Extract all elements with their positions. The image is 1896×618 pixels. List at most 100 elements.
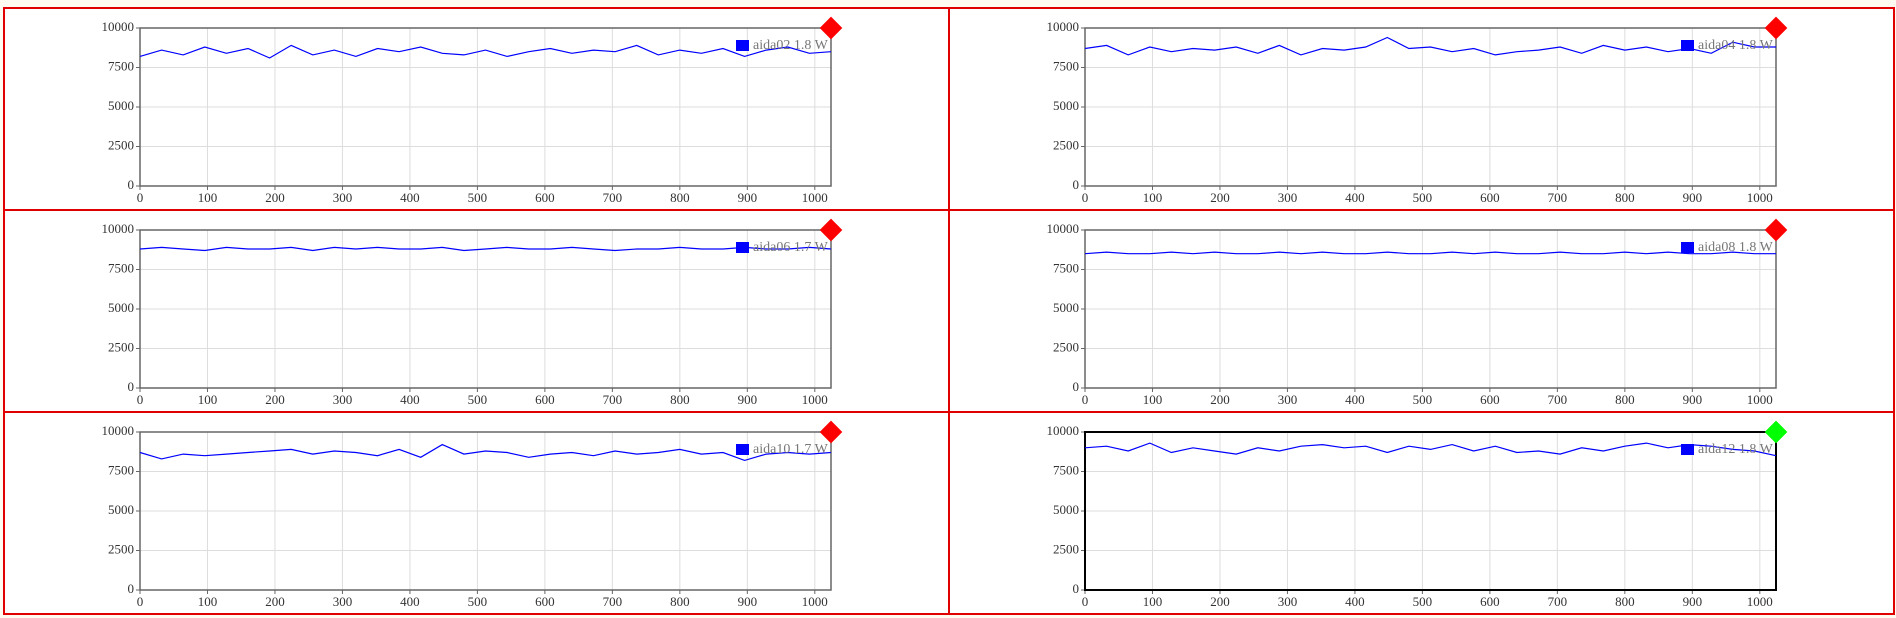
data-line <box>139 44 832 59</box>
legend-text: aida12 1.8 W <box>1698 442 1774 457</box>
y-tick-label: 10000 <box>102 19 135 34</box>
x-tick-label: 400 <box>400 190 420 205</box>
x-tick-label: 900 <box>1683 190 1703 205</box>
x-tick-label: 800 <box>1615 190 1635 205</box>
x-tick-label: 0 <box>137 392 144 407</box>
legend-swatch <box>736 40 749 51</box>
x-tick-label: 700 <box>1548 190 1568 205</box>
x-tick-label: 700 <box>603 392 623 407</box>
x-tick-label: 900 <box>738 594 758 609</box>
plot-frame <box>139 431 832 591</box>
x-tick-label: 100 <box>1143 594 1163 609</box>
plot-frame <box>1084 431 1777 591</box>
x-tick-label: 800 <box>670 392 690 407</box>
data-line <box>139 443 832 462</box>
legend-swatch <box>736 444 749 455</box>
x-tick-label: 700 <box>1548 392 1568 407</box>
y-tick-label: 0 <box>128 581 135 596</box>
x-tick-label: 500 <box>468 392 488 407</box>
legend-text: aida08 1.8 W <box>1698 240 1774 255</box>
y-tick-label: 2500 <box>1053 541 1079 556</box>
x-tick-label: 600 <box>535 392 555 407</box>
plot-frame <box>1084 27 1777 187</box>
panel-border <box>3 7 950 211</box>
y-tick-label: 10000 <box>102 423 135 438</box>
x-tick-label: 500 <box>1413 190 1433 205</box>
legend-swatch <box>1681 40 1694 51</box>
x-tick-label: 200 <box>1210 190 1230 205</box>
x-tick-label: 200 <box>265 392 285 407</box>
y-tick-label: 5000 <box>108 300 134 315</box>
legend-swatch <box>1681 242 1694 253</box>
y-tick-label: 0 <box>1073 581 1080 596</box>
y-tick-label: 10000 <box>1047 221 1080 236</box>
y-tick-label: 7500 <box>108 462 134 477</box>
y-tick-label: 7500 <box>1053 58 1079 73</box>
chart-panel: 0 2500 5000 7500 10000 0 100 200 300 400 500 600 700… <box>3 411 950 615</box>
x-tick-label: 300 <box>1278 594 1298 609</box>
data-line <box>1084 442 1777 457</box>
x-tick-label: 700 <box>1548 594 1568 609</box>
x-tick-label: 600 <box>1480 594 1500 609</box>
x-tick-label: 0 <box>1082 392 1089 407</box>
x-tick-label: 0 <box>1082 190 1089 205</box>
legend-swatch <box>1681 444 1694 455</box>
x-tick-label: 400 <box>1345 392 1365 407</box>
plot-frame <box>1084 229 1777 389</box>
x-tick-label: 400 <box>400 594 420 609</box>
x-tick-label: 1000 <box>1747 392 1773 407</box>
x-tick-label: 700 <box>603 594 623 609</box>
y-tick-label: 7500 <box>1053 462 1079 477</box>
x-tick-label: 200 <box>265 594 285 609</box>
y-tick-label: 5000 <box>1053 502 1079 517</box>
x-tick-label: 800 <box>1615 594 1635 609</box>
x-tick-label: 900 <box>738 392 758 407</box>
status-indicator <box>819 420 843 444</box>
y-tick-label: 2500 <box>108 137 134 152</box>
y-tick-label: 0 <box>128 379 135 394</box>
y-tick-label: 5000 <box>1053 300 1079 315</box>
x-tick-label: 200 <box>1210 594 1230 609</box>
y-tick-label: 2500 <box>1053 137 1079 152</box>
data-line <box>1084 251 1776 255</box>
x-tick-label: 500 <box>1413 392 1433 407</box>
y-tick-label: 7500 <box>108 58 134 73</box>
x-tick-label: 200 <box>265 190 285 205</box>
y-tick-label: 7500 <box>1053 260 1079 275</box>
x-tick-label: 400 <box>1345 190 1365 205</box>
x-tick-label: 800 <box>670 190 690 205</box>
x-tick-label: 1000 <box>802 190 828 205</box>
data-line <box>139 246 832 252</box>
x-tick-label: 800 <box>1615 392 1635 407</box>
x-tick-label: 600 <box>1480 392 1500 407</box>
y-tick-label: 2500 <box>108 339 134 354</box>
x-tick-label: 300 <box>333 594 353 609</box>
x-tick-label: 0 <box>137 190 144 205</box>
y-tick-label: 0 <box>1073 177 1080 192</box>
x-tick-label: 0 <box>1082 594 1089 609</box>
chart-panel: 0 2500 5000 7500 10000 0 100 200 300 400 500 600 700… <box>3 209 950 413</box>
x-tick-label: 100 <box>198 594 218 609</box>
x-tick-label: 300 <box>333 392 353 407</box>
chart-panel: 0 2500 5000 7500 10000 0 100 200 300 400 500 600 700… <box>3 7 950 211</box>
panel-border <box>948 209 1895 413</box>
x-tick-label: 800 <box>670 594 690 609</box>
x-tick-label: 600 <box>535 594 555 609</box>
panel-border <box>3 411 950 615</box>
x-tick-label: 0 <box>137 594 144 609</box>
x-tick-label: 500 <box>468 190 488 205</box>
y-tick-label: 7500 <box>108 260 134 275</box>
y-tick-label: 5000 <box>1053 98 1079 113</box>
x-tick-label: 500 <box>1413 594 1433 609</box>
x-tick-label: 200 <box>1210 392 1230 407</box>
chart-panel: 0 2500 5000 7500 10000 0 100 200 300 400 500 600 700… <box>948 7 1895 211</box>
legend-text: aida10 1.7 W <box>753 442 829 457</box>
x-tick-label: 1000 <box>802 392 828 407</box>
x-tick-label: 100 <box>1143 190 1163 205</box>
x-tick-label: 600 <box>1480 190 1500 205</box>
x-tick-label: 100 <box>198 190 218 205</box>
x-tick-label: 400 <box>400 392 420 407</box>
panel-border <box>948 7 1895 211</box>
y-tick-label: 5000 <box>108 502 134 517</box>
